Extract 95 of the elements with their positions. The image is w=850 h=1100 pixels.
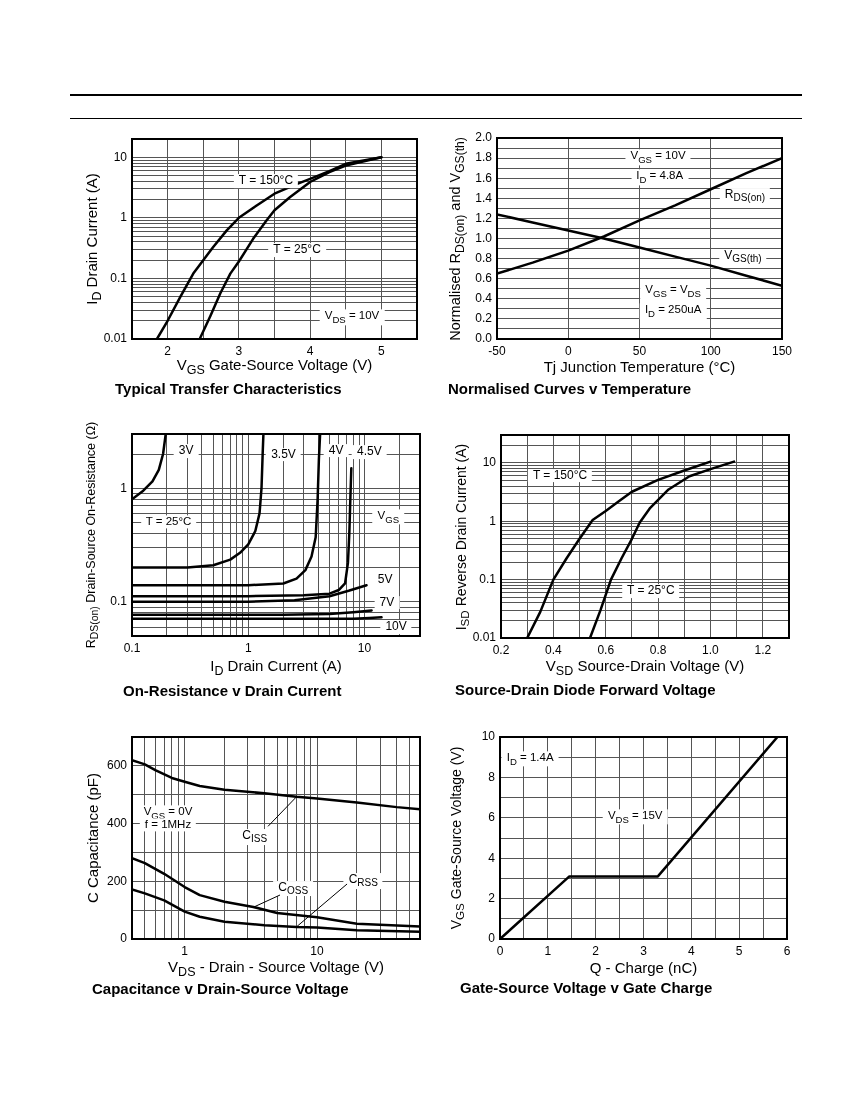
y-tick-label: 0.2 (475, 311, 493, 326)
y-tick-label: 10 (482, 455, 497, 470)
y-tick-label: 0.6 (475, 271, 493, 286)
series-label: T = 25°C (621, 583, 680, 599)
annotation: f = 1MHz (139, 818, 197, 832)
x-tick-label: 5 (378, 343, 386, 358)
y-tick-label: 8 (488, 769, 496, 784)
y-tick-label: 0.1 (479, 571, 497, 586)
y-tick-label: 10 (481, 729, 496, 744)
x-tick-label: 1.0 (702, 642, 720, 657)
annotation: V$_{GS}$ = 10V (625, 149, 691, 165)
text: Typical Transfer Characteristics (115, 379, 342, 397)
y-tick-label: 0.01 (103, 331, 128, 346)
y-tick-label: 6 (488, 810, 496, 825)
y-tick-label: 10 (113, 149, 128, 164)
x-tick-label: 100 (700, 343, 722, 358)
x-tick-label: 0.8 (649, 642, 667, 657)
text: C$_{ISS}$ (237, 827, 273, 845)
x-tick-label: 5 (735, 943, 743, 958)
annotation: I$_{D}$ = 250uA (639, 303, 707, 319)
y-tick-label: 1 (120, 480, 128, 495)
x-tick-label: 1 (181, 943, 189, 958)
x-tick-label: 0 (564, 343, 572, 358)
series-label: V$_{GS(th)}$ (719, 247, 767, 265)
x-tick-label: 4 (306, 343, 314, 358)
y-tick-label: 0.8 (475, 250, 493, 265)
y-tick-label: 0.4 (475, 291, 493, 306)
x-tick-label: 0.6 (597, 642, 615, 657)
x-tick-label: -50 (488, 343, 506, 358)
x-tick-label: 2 (592, 943, 600, 958)
x-axis-title: V$_{DS}$ - Drain - Source Voltage (V) (168, 957, 384, 979)
series-label: R$_{DS(on)}$ (719, 187, 771, 205)
text: Capacitance v Drain-Source Voltage (92, 979, 349, 997)
series-label: 7V (374, 594, 400, 610)
text: Normalised Curves v Temperature (448, 379, 692, 397)
annotation: V$_{GS}$ = 0V (138, 805, 198, 821)
x-tick-label: 1 (244, 640, 252, 655)
x-tick-label: 1.2 (754, 642, 772, 657)
y-axis-title: C Capacitance (pF) (83, 772, 101, 904)
series-label: 3V (173, 443, 199, 459)
y-tick-label: 0.1 (110, 270, 128, 285)
y-tick-label: 400 (106, 815, 128, 830)
series-label: C$_{OSS}$ (273, 879, 314, 897)
text: C$_{RSS}$ (343, 871, 383, 889)
annotation: V$_{DS}$ = 15V (602, 809, 668, 825)
y-tick-label: 1 (489, 513, 497, 528)
y-tick-label: 2 (488, 890, 496, 905)
series-label: T = 25°C (268, 242, 326, 257)
x-axis-title: V$_{GS}$ Gate-Source Voltage (V) (176, 355, 373, 377)
text: Source-Drain Diode Forward Voltage (455, 680, 716, 698)
annotation: T = 25°C (140, 515, 197, 529)
series-label: 3.5V (266, 446, 301, 462)
y-tick-label: 600 (106, 758, 128, 773)
x-axis-title: I$_{D}$ Drain Current (A) (210, 656, 342, 678)
annotation: V$_{GS}$ = V$_{DS}$ (640, 283, 706, 300)
y-tick-label: 1.0 (475, 230, 493, 245)
text: On-Resistance v Drain Current (123, 681, 342, 699)
y-tick-label: 1 (120, 210, 128, 225)
x-tick-label: 3 (640, 943, 648, 958)
annotation: V$_{GS}$ (372, 509, 405, 525)
x-tick-label: 0.4 (545, 642, 563, 657)
y-tick-label: 200 (106, 873, 128, 888)
x-tick-label: 50 (632, 343, 647, 358)
y-tick-label: 1.8 (475, 150, 493, 165)
series-label: 4V (323, 442, 349, 458)
y-tick-label: 0.1 (110, 594, 128, 609)
x-tick-label: 150 (771, 343, 793, 358)
series-label: 5V (372, 572, 398, 588)
x-axis-title: Q - Charge (nC) (589, 958, 698, 976)
x-tick-label: 1 (544, 943, 552, 958)
x-tick-label: 6 (783, 943, 791, 958)
series-label: 10V (380, 619, 412, 634)
text: T = 150°C (527, 467, 593, 483)
y-tick-label: 4 (488, 850, 496, 865)
text: Gate-Source Voltage v Gate Charge (460, 978, 713, 996)
x-tick-label: 4 (687, 943, 695, 958)
y-tick-label: 0 (120, 931, 128, 946)
y-tick-label: 0 (488, 931, 496, 946)
annotation: I$_{D}$ = 4.8A (631, 169, 689, 186)
x-tick-label: 3 (235, 343, 243, 358)
y-tick-label: 0.01 (472, 630, 497, 645)
y-tick-label: 0.0 (475, 331, 493, 346)
x-tick-label: 2 (164, 343, 172, 358)
y-tick-label: 2.0 (475, 130, 493, 145)
y-tick-label: 1.2 (475, 210, 493, 225)
y-tick-label: 1.6 (475, 170, 493, 185)
x-axis-title: V$_{SD}$ Source-Drain Voltage (V) (545, 656, 745, 678)
annotation: V$_{DS}$ = 10V (319, 309, 385, 326)
x-tick-label: 10 (310, 943, 325, 958)
x-tick-label: 10 (357, 640, 372, 655)
x-axis-title: Tj Junction Temperature (°C) (543, 357, 736, 375)
annotation: I$_{D}$ = 1.4A (501, 750, 559, 767)
series-label: 4.5V (351, 444, 387, 459)
y-tick-label: 1.4 (475, 190, 493, 205)
series-label: T = 150°C (233, 173, 299, 188)
